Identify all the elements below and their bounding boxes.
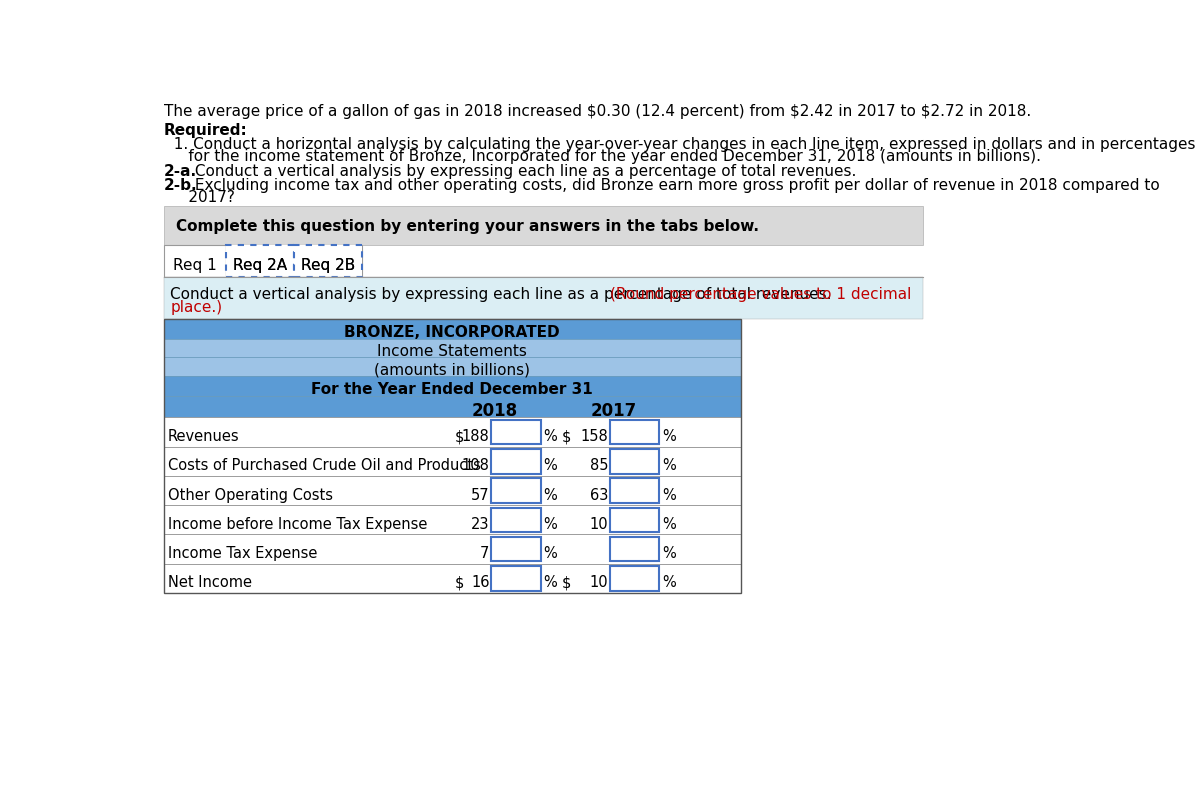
Text: %: % — [662, 517, 676, 532]
Text: for the income statement of Bronze, Incorporated for the year ended December 31,: for the income statement of Bronze, Inco… — [164, 149, 1040, 164]
Text: (Round percentage values to 1 decimal: (Round percentage values to 1 decimal — [610, 287, 911, 302]
Bar — [491, 449, 541, 474]
Text: 7: 7 — [480, 546, 490, 561]
Bar — [164, 446, 740, 476]
Text: 1. Conduct a horizontal analysis by calculating the year-over-year changes in ea: 1. Conduct a horizontal analysis by calc… — [164, 137, 1195, 152]
Bar — [164, 535, 740, 564]
Text: Req 2A: Req 2A — [233, 258, 287, 273]
Text: %: % — [544, 458, 558, 473]
Text: 2-a.: 2-a. — [164, 164, 197, 179]
Text: The average price of a gallon of gas in 2018 increased $0.30 (12.4 percent) from: The average price of a gallon of gas in … — [164, 104, 1031, 119]
Bar — [164, 396, 740, 417]
Text: %: % — [544, 546, 558, 561]
Text: Other Operating Costs: Other Operating Costs — [168, 487, 332, 502]
Bar — [610, 478, 659, 503]
Text: 2017?: 2017? — [164, 190, 235, 205]
Text: %: % — [662, 575, 676, 590]
Text: 10: 10 — [589, 575, 608, 590]
Text: 158: 158 — [581, 429, 608, 444]
Text: Excluding income tax and other operating costs, did Bronze earn more gross profi: Excluding income tax and other operating… — [190, 178, 1159, 193]
Bar — [164, 564, 740, 593]
Text: %: % — [544, 487, 558, 502]
Bar — [164, 339, 740, 357]
Text: $: $ — [562, 429, 571, 444]
Text: 16: 16 — [470, 575, 490, 590]
Text: 85: 85 — [589, 458, 608, 473]
Text: Income Statements: Income Statements — [377, 344, 527, 359]
Text: 2018: 2018 — [472, 401, 518, 419]
Text: Req 2B: Req 2B — [301, 258, 355, 273]
Bar — [164, 245, 226, 277]
Text: 23: 23 — [470, 517, 490, 532]
Text: $: $ — [455, 429, 464, 444]
Text: place.): place.) — [170, 300, 222, 315]
Bar — [610, 536, 659, 562]
Text: Conduct a vertical analysis by expressing each line as a percentage of total rev: Conduct a vertical analysis by expressin… — [170, 287, 836, 302]
Bar — [226, 245, 294, 277]
Text: Req 2B: Req 2B — [301, 258, 355, 273]
Text: For the Year Ended December 31: For the Year Ended December 31 — [311, 382, 593, 397]
Bar — [164, 319, 740, 339]
Text: %: % — [662, 458, 676, 473]
Bar — [491, 566, 541, 591]
Bar — [491, 419, 541, 445]
Text: $: $ — [455, 575, 464, 590]
Text: Revenues: Revenues — [168, 429, 240, 444]
Bar — [294, 245, 362, 277]
Text: Costs of Purchased Crude Oil and Products: Costs of Purchased Crude Oil and Product… — [168, 458, 481, 473]
Bar — [610, 419, 659, 445]
Text: %: % — [544, 517, 558, 532]
Bar — [294, 245, 362, 277]
Bar — [164, 476, 740, 506]
Text: Req 2A: Req 2A — [233, 258, 287, 273]
Bar — [226, 245, 294, 277]
Bar — [164, 506, 740, 535]
Text: %: % — [662, 546, 676, 561]
Bar — [491, 478, 541, 503]
Text: 108: 108 — [462, 458, 490, 473]
Text: $: $ — [562, 575, 571, 590]
Text: Income Tax Expense: Income Tax Expense — [168, 546, 317, 561]
Text: 10: 10 — [589, 517, 608, 532]
Text: Conduct a vertical analysis by expressing each line as a percentage of total rev: Conduct a vertical analysis by expressin… — [190, 164, 856, 179]
Bar — [610, 449, 659, 474]
Text: %: % — [662, 429, 676, 444]
Bar — [491, 507, 541, 532]
Text: (amounts in billions): (amounts in billions) — [374, 363, 530, 378]
Text: %: % — [544, 575, 558, 590]
Bar — [164, 319, 740, 593]
Text: 63: 63 — [589, 487, 608, 502]
Text: 57: 57 — [470, 487, 490, 502]
Text: 2017: 2017 — [590, 401, 636, 419]
Bar — [164, 277, 924, 319]
Text: %: % — [662, 487, 676, 502]
Text: Req 1: Req 1 — [173, 258, 217, 273]
Text: 2-b.: 2-b. — [164, 178, 198, 193]
Bar — [491, 536, 541, 562]
Text: Required:: Required: — [164, 122, 247, 137]
Text: %: % — [544, 429, 558, 444]
Text: Income before Income Tax Expense: Income before Income Tax Expense — [168, 517, 427, 532]
Bar — [164, 417, 740, 446]
Text: BRONZE, INCORPORATED: BRONZE, INCORPORATED — [344, 325, 560, 340]
Bar — [610, 566, 659, 591]
Text: 188: 188 — [462, 429, 490, 444]
Bar — [610, 507, 659, 532]
Text: Complete this question by entering your answers in the tabs below.: Complete this question by entering your … — [176, 219, 760, 234]
Text: Net Income: Net Income — [168, 575, 252, 590]
Bar — [164, 357, 740, 376]
Bar — [164, 206, 924, 245]
Bar — [164, 376, 740, 396]
